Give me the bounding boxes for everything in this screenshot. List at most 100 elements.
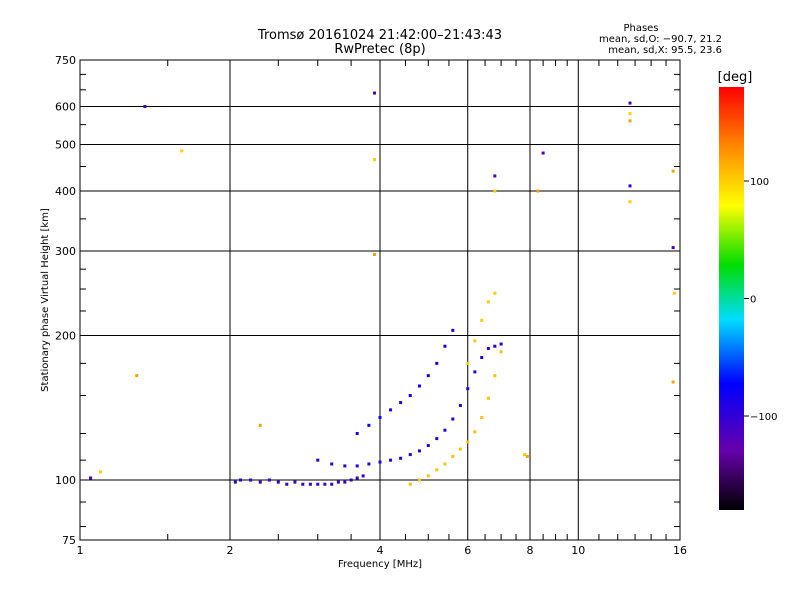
data-point: [426, 374, 430, 378]
data-point: [451, 328, 455, 332]
y-tick-label: 750: [55, 54, 76, 67]
data-point: [258, 423, 262, 427]
colorbar-tick-label: −100: [750, 412, 777, 423]
x-tick-label: 10: [571, 544, 585, 557]
data-point: [451, 454, 455, 458]
data-point: [276, 480, 280, 484]
data-point: [180, 149, 184, 153]
colorbar-label: [deg]: [718, 70, 753, 85]
x-tick-label: 8: [527, 544, 534, 557]
data-point: [373, 91, 377, 95]
y-tick-label: 100: [55, 474, 76, 487]
data-point: [99, 470, 103, 474]
data-point: [435, 437, 439, 441]
data-point: [493, 189, 497, 193]
data-point: [330, 462, 334, 466]
data-point: [378, 460, 382, 464]
x-tick-label: 6: [464, 544, 471, 557]
data-point: [466, 387, 470, 391]
x-tick-label: 4: [377, 544, 384, 557]
data-point: [355, 464, 359, 468]
data-point: [135, 374, 139, 378]
data-point: [493, 291, 497, 295]
x-axis-label: Frequency [MHz]: [338, 559, 422, 570]
data-point: [417, 384, 421, 388]
data-point: [499, 342, 503, 346]
y-tick-label: 75: [62, 534, 76, 547]
data-point: [355, 432, 359, 436]
data-point: [435, 361, 439, 365]
data-point: [628, 101, 632, 105]
data-point: [316, 458, 320, 462]
data-point: [316, 482, 320, 486]
data-point: [301, 482, 305, 486]
data-point: [285, 482, 289, 486]
y-tick-label: 300: [55, 245, 76, 258]
data-point: [239, 478, 243, 482]
data-point: [493, 174, 497, 178]
data-points: [89, 91, 677, 486]
data-point: [336, 480, 340, 484]
data-point: [628, 184, 632, 188]
data-point: [323, 482, 327, 486]
y-axis-label: Stationary phase Virtual Height [km]: [40, 208, 51, 392]
data-point: [267, 478, 271, 482]
data-point: [293, 480, 297, 484]
data-point: [628, 200, 632, 204]
data-point: [373, 253, 377, 257]
data-point: [408, 482, 412, 486]
data-point: [458, 403, 462, 407]
data-point: [389, 408, 393, 412]
data-point: [443, 428, 447, 432]
y-tick-label: 500: [55, 139, 76, 152]
data-point: [443, 344, 447, 348]
data-point: [330, 482, 334, 486]
data-point: [367, 462, 371, 466]
data-point: [308, 482, 312, 486]
y-tick-label: 200: [55, 330, 76, 343]
data-point: [671, 380, 675, 384]
data-point: [426, 474, 430, 478]
data-point: [499, 350, 503, 354]
data-point: [355, 476, 359, 480]
data-point: [426, 444, 430, 448]
data-point: [486, 346, 490, 350]
stats-o-mode: mean, sd,O: −90.7, 21.2: [599, 34, 722, 45]
data-point: [343, 480, 347, 484]
data-point: [367, 423, 371, 427]
x-tick-label: 16: [673, 544, 687, 557]
stats-header: Phases: [623, 23, 658, 34]
chart-title: Tromsø 20161024 21:42:00–21:43:43: [257, 28, 502, 43]
data-point: [258, 480, 262, 484]
data-point: [473, 339, 477, 343]
data-point: [486, 300, 490, 304]
data-point: [473, 430, 477, 434]
stats-x-mode: mean, sd,X: 95.5, 23.6: [608, 45, 722, 56]
chart-subtitle: RwPretec (8p): [334, 42, 425, 57]
data-point: [349, 478, 353, 482]
data-point: [466, 440, 470, 444]
y-tick-label: 600: [55, 101, 76, 114]
data-point: [480, 355, 484, 359]
data-point: [671, 169, 675, 173]
colorbar-ticks: 100 0 −100: [744, 177, 777, 423]
x-tick-label: 1: [77, 544, 84, 557]
data-point: [361, 474, 365, 478]
data-point: [378, 415, 382, 419]
data-point: [480, 415, 484, 419]
data-point: [671, 246, 675, 250]
data-point: [541, 151, 545, 155]
data-point: [466, 361, 470, 365]
grid-lines: [80, 60, 680, 540]
data-point: [443, 462, 447, 466]
data-point: [399, 401, 403, 405]
colorbar: [719, 87, 744, 510]
data-point: [233, 480, 237, 484]
data-point: [493, 374, 497, 378]
data-point: [89, 476, 93, 480]
data-point: [389, 458, 393, 462]
data-point: [628, 112, 632, 116]
colorbar-tick-label: 0: [750, 295, 756, 306]
data-point: [525, 454, 529, 458]
data-point: [408, 453, 412, 457]
